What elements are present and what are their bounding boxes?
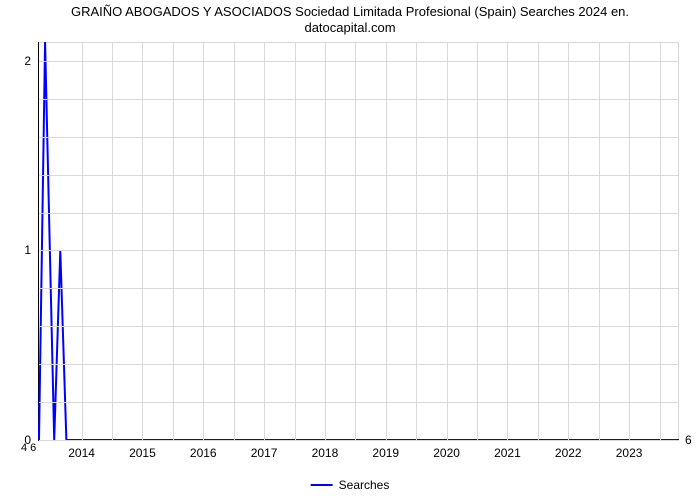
gridline-vertical [325, 42, 326, 440]
xtick-label: 2015 [129, 440, 156, 460]
legend-swatch [311, 484, 333, 486]
chart-container: GRAIÑO ABOGADOS Y ASOCIADOS Sociedad Lim… [0, 0, 700, 500]
gridline-vertical [82, 42, 83, 440]
gridline-horizontal [39, 175, 679, 176]
gridline-vertical [355, 42, 356, 440]
gridline-vertical [477, 42, 478, 440]
gridline-vertical [234, 42, 235, 440]
xtick-label: 2019 [372, 440, 399, 460]
gridline-horizontal [39, 288, 679, 289]
gridline-vertical [538, 42, 539, 440]
plot-area: 0122014201520162017201820192020202120222… [38, 42, 679, 441]
gridline-horizontal [39, 213, 679, 214]
xtick-label: 2023 [616, 440, 643, 460]
chart-title: GRAIÑO ABOGADOS Y ASOCIADOS Sociedad Lim… [0, 4, 700, 37]
gridline-vertical [660, 42, 661, 440]
gridline-horizontal [39, 99, 679, 100]
gridline-horizontal [39, 402, 679, 403]
xtick-label: 2017 [251, 440, 278, 460]
gridline-vertical [264, 42, 265, 440]
ytick-label: 1 [24, 243, 39, 257]
title-line-1: GRAIÑO ABOGADOS Y ASOCIADOS Sociedad Lim… [71, 4, 629, 19]
xtick-label: 2020 [433, 440, 460, 460]
title-line-2: datocapital.com [304, 20, 395, 35]
gridline-vertical [295, 42, 296, 440]
series-line-layer [39, 42, 679, 440]
xtick-label: 2014 [68, 440, 95, 460]
ytick-label: 2 [24, 54, 39, 68]
gridline-horizontal [39, 137, 679, 138]
xtick-label: 2016 [190, 440, 217, 460]
gridline-vertical [142, 42, 143, 440]
series-line [39, 42, 679, 440]
gridline-vertical [203, 42, 204, 440]
gridline-vertical [599, 42, 600, 440]
bottom-left-pair-label: 4 6 [21, 440, 36, 454]
gridline-vertical [507, 42, 508, 440]
gridline-vertical [386, 42, 387, 440]
xtick-label: 2022 [555, 440, 582, 460]
gridline-vertical [629, 42, 630, 440]
gridline-horizontal [39, 364, 679, 365]
right-axis-label: 6 [679, 433, 692, 447]
gridline-vertical [173, 42, 174, 440]
gridline-vertical [416, 42, 417, 440]
legend: Searches [311, 478, 390, 492]
gridline-horizontal [39, 326, 679, 327]
xtick-label: 2021 [494, 440, 521, 460]
xtick-label: 2018 [312, 440, 339, 460]
legend-label: Searches [339, 478, 390, 492]
gridline-vertical [447, 42, 448, 440]
gridline-horizontal [39, 61, 679, 62]
gridline-vertical [112, 42, 113, 440]
gridline-vertical [568, 42, 569, 440]
gridline-horizontal [39, 250, 679, 251]
